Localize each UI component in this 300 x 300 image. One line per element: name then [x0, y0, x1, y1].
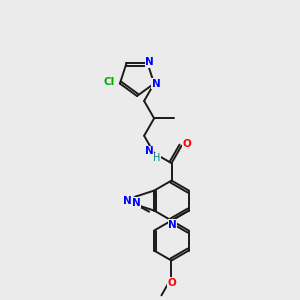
Text: N: N	[145, 146, 154, 156]
Text: H: H	[153, 153, 161, 163]
Text: O: O	[182, 139, 191, 149]
Text: N: N	[168, 220, 177, 230]
Text: N: N	[152, 79, 161, 88]
Text: N: N	[145, 57, 154, 68]
Text: Cl: Cl	[103, 76, 115, 87]
Text: N: N	[132, 198, 140, 208]
Text: O: O	[167, 278, 176, 288]
Text: N: N	[123, 196, 132, 206]
